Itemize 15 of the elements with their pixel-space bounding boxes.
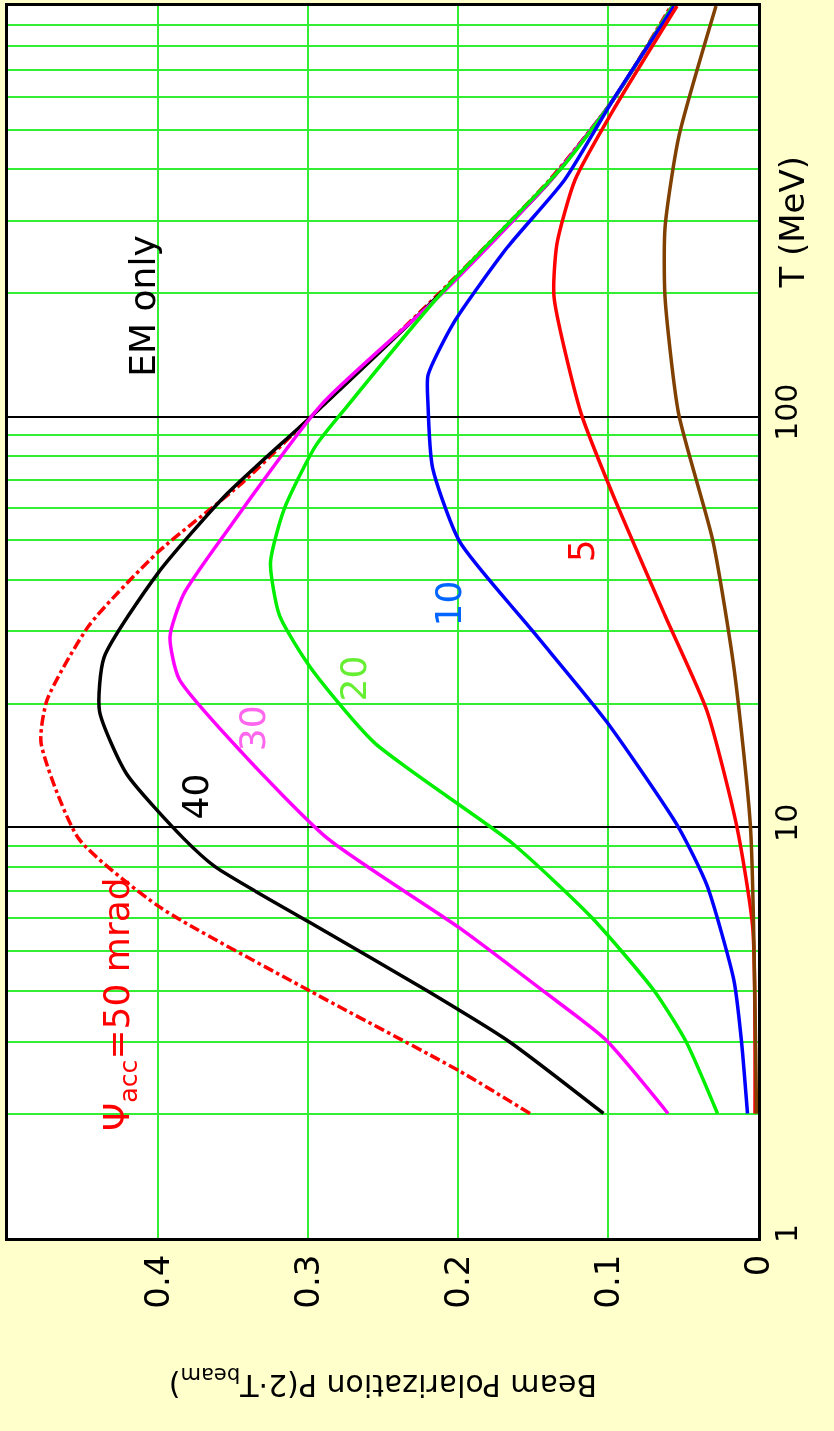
annotation: 20 [333,655,375,702]
annotation: 40 [174,773,216,820]
x-tick-label: 0.2 [437,1254,478,1309]
annotation: 30 [232,705,274,752]
y-tick-label: 100 [769,383,804,441]
y-tick-label: 1 [769,1223,804,1244]
x-tick-label: 0 [737,1254,778,1277]
x-tick-label: 0.3 [287,1254,328,1309]
x-tick-label: 0.1 [587,1254,628,1309]
annotation: 10 [428,580,470,627]
x-tick-label: 0.4 [137,1254,178,1309]
annotation: 5 [561,539,603,563]
annotation: EM only [121,235,163,377]
y-tick-label: 10 [769,803,804,842]
y-axis-title: T (MeV) [771,155,812,289]
